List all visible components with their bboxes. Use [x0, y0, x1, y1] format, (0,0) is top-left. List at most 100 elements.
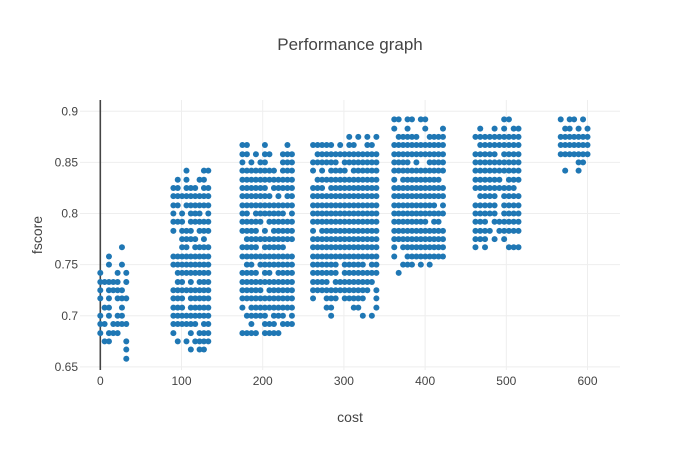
data-point	[426, 261, 433, 268]
data-point	[364, 133, 371, 140]
data-point	[373, 261, 380, 268]
data-point	[192, 236, 199, 243]
data-point	[431, 167, 438, 174]
y-tick-label: 0.7	[61, 309, 78, 323]
data-point	[355, 159, 362, 166]
data-point	[413, 253, 420, 260]
data-point	[279, 236, 286, 243]
data-point	[252, 227, 259, 234]
data-point	[395, 159, 402, 166]
data-point	[266, 295, 273, 302]
data-point	[114, 279, 121, 286]
data-point	[270, 184, 277, 191]
data-point	[332, 279, 339, 286]
data-point	[431, 133, 438, 140]
data-point	[505, 193, 512, 200]
data-point	[275, 202, 282, 209]
data-point	[496, 167, 503, 174]
data-point	[439, 227, 446, 234]
data-point	[114, 287, 121, 294]
data-point	[505, 184, 512, 191]
data-point	[323, 279, 330, 286]
data-point	[486, 227, 493, 234]
data-point	[288, 253, 295, 260]
data-point	[422, 236, 429, 243]
data-point	[284, 159, 291, 166]
data-point	[270, 227, 277, 234]
data-point	[350, 159, 357, 166]
data-point	[408, 244, 415, 251]
data-point	[97, 320, 104, 327]
data-point	[350, 193, 357, 200]
data-point	[319, 279, 326, 286]
data-point	[439, 151, 446, 158]
data-point	[575, 151, 582, 158]
data-point	[391, 184, 398, 191]
data-point	[496, 159, 503, 166]
data-point	[323, 159, 330, 166]
data-point	[170, 218, 177, 225]
data-point	[179, 236, 186, 243]
data-point	[279, 244, 286, 251]
data-point	[248, 279, 255, 286]
data-point	[477, 125, 484, 132]
data-point	[404, 193, 411, 200]
x-axis-title: cost	[337, 409, 363, 425]
data-point	[270, 287, 277, 294]
data-point	[364, 253, 371, 260]
data-point	[183, 261, 190, 268]
data-point	[472, 236, 479, 243]
data-point	[196, 330, 203, 337]
data-point	[391, 236, 398, 243]
data-point	[248, 269, 255, 276]
data-point	[314, 159, 321, 166]
data-point	[501, 133, 508, 140]
data-point	[284, 202, 291, 209]
data-point	[174, 176, 181, 183]
data-point	[328, 184, 335, 191]
data-point	[252, 244, 259, 251]
data-point	[97, 287, 104, 294]
data-point	[319, 287, 326, 294]
data-point	[341, 210, 348, 217]
data-point	[266, 151, 273, 158]
data-point	[346, 202, 353, 209]
data-point	[422, 151, 429, 158]
x-tick-label: 200	[253, 374, 273, 388]
data-point	[110, 287, 117, 294]
data-point	[491, 202, 498, 209]
data-point	[435, 210, 442, 217]
data-point	[413, 193, 420, 200]
data-point	[261, 261, 268, 268]
data-point	[355, 167, 362, 174]
data-point	[501, 184, 508, 191]
data-point	[288, 202, 295, 209]
data-point	[491, 133, 498, 140]
data-point	[332, 193, 339, 200]
data-point	[413, 184, 420, 191]
data-point	[355, 287, 362, 294]
data-point	[319, 218, 326, 225]
data-point	[477, 193, 484, 200]
data-point	[275, 193, 282, 200]
data-point	[200, 218, 207, 225]
data-point	[400, 193, 407, 200]
data-point	[486, 193, 493, 200]
data-point	[243, 295, 250, 302]
data-point	[368, 218, 375, 225]
data-point	[270, 279, 277, 286]
data-point	[248, 227, 255, 234]
data-point	[482, 167, 489, 174]
data-point	[310, 142, 317, 148]
data-point	[118, 304, 125, 311]
data-point	[391, 151, 398, 158]
data-point	[332, 202, 339, 209]
data-point	[239, 210, 246, 217]
data-point	[187, 218, 194, 225]
data-point	[491, 236, 498, 243]
data-point	[243, 167, 250, 174]
data-point	[243, 227, 250, 234]
data-point	[288, 279, 295, 286]
data-point	[477, 167, 484, 174]
